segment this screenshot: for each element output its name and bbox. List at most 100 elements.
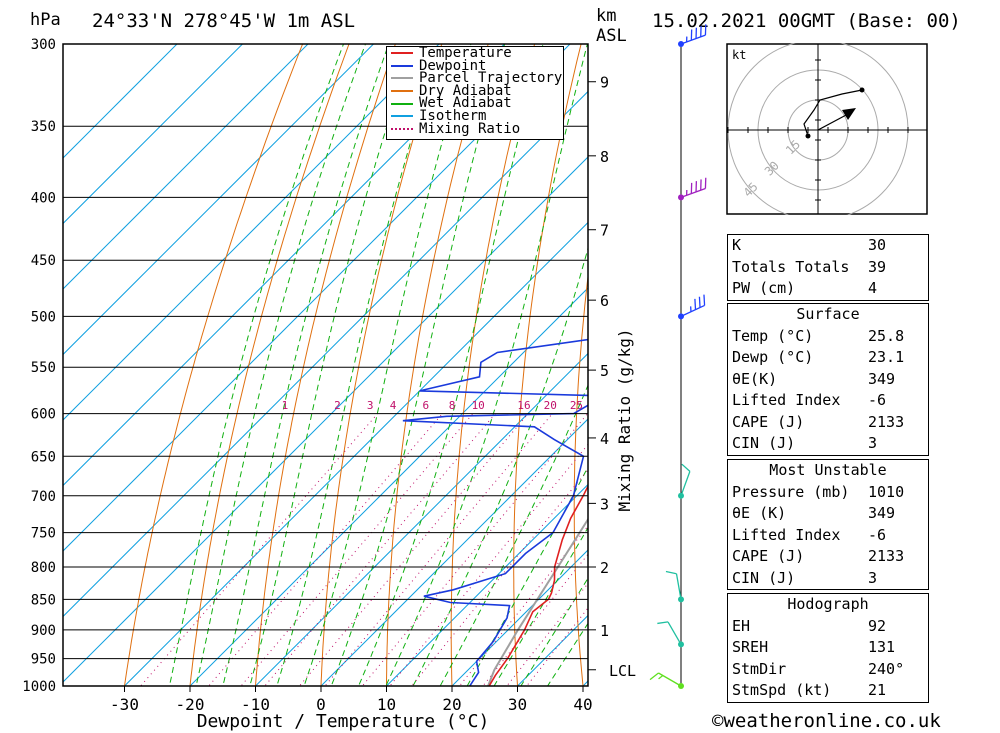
index-row: Temp (°C) 25.8 — [728, 326, 928, 348]
index-row: Pressure (mb) 1010 — [728, 482, 928, 504]
km-tick-label: 4 — [600, 430, 609, 448]
index-value: 131 — [868, 638, 896, 656]
legend-entry: Dewpoint — [387, 59, 563, 72]
pressure-tick-label: 950 — [31, 652, 56, 668]
km-tick-label: 3 — [600, 495, 609, 513]
mixing-ratio-line — [411, 469, 588, 686]
pressure-tick-label: 800 — [31, 560, 56, 576]
wind-barb-flag — [695, 181, 698, 192]
index-row: Dewp (°C) 23.1 — [728, 347, 928, 369]
index-label: Pressure (mb) — [732, 482, 850, 501]
x-tick-label: -20 — [176, 695, 205, 714]
lcl-label: LCL — [609, 662, 636, 680]
index-value: 1010 — [868, 482, 905, 501]
km-tick-label: 6 — [600, 292, 609, 310]
wind-barb-half-flag — [690, 306, 692, 312]
mixing-ratio-label: 6 — [422, 399, 429, 412]
wet-adiabat-line — [249, 44, 415, 686]
index-row: StmDir 240° — [728, 659, 928, 681]
wet-adiabat-line — [547, 622, 588, 686]
copyright-footer: ©weatheronline.co.uk — [712, 710, 941, 732]
mixing-ratio-line — [208, 413, 443, 686]
mixing-ratio-line — [264, 413, 496, 686]
km-tick-label: 1 — [600, 622, 609, 640]
wind-barb-staff — [680, 187, 706, 199]
legend-entry: Mixing Ratio — [387, 122, 563, 135]
pressure-tick-label: 850 — [31, 592, 56, 608]
index-label: CAPE (J) — [732, 547, 805, 565]
index-row: CIN (J) 3 — [728, 568, 928, 590]
wind-barb — [680, 463, 691, 497]
wind-barb-flag — [695, 27, 698, 39]
index-row: K 30 — [728, 235, 928, 257]
pressure-tick-label: 600 — [31, 407, 56, 423]
wind-barb — [680, 177, 707, 199]
isotherm-line — [320, 418, 588, 686]
parcel-trajectory-line — [486, 517, 588, 686]
x-tick-label: 30 — [508, 695, 527, 714]
wet-adiabat-line — [222, 44, 390, 686]
wind-barb-flag — [657, 621, 669, 625]
mixing-ratio-line — [324, 413, 553, 686]
index-value: -6 — [868, 391, 887, 409]
index-value: 92 — [868, 616, 887, 635]
isotherm-line — [385, 483, 588, 686]
asl-unit-label: ASL — [596, 26, 627, 46]
x-tick-label: -30 — [110, 695, 139, 714]
wind-barb-staff — [658, 672, 682, 687]
wind-barb — [665, 570, 682, 600]
indices-section: K 30 Totals Totals 39 PW (cm) 4 — [727, 234, 929, 301]
dry-adiabat-line — [189, 44, 350, 686]
wind-barb — [649, 672, 682, 687]
wet-adiabat-line — [520, 577, 588, 686]
index-value: 21 — [868, 681, 887, 699]
index-value: 4 — [868, 279, 878, 297]
mixing-ratio-line — [526, 607, 588, 686]
mixing-ratio-label: 8 — [449, 399, 456, 412]
index-label: Temp (°C) — [732, 326, 814, 345]
wet-adiabat-line — [493, 526, 588, 686]
temperature-line — [488, 484, 588, 686]
dry-adiabat-line — [254, 44, 396, 686]
mixing-ratio-line — [389, 443, 588, 686]
index-row: θE (K) 349 — [728, 503, 928, 525]
wet-adiabat-line — [358, 44, 544, 686]
wet-adiabat-line — [195, 44, 367, 686]
wind-barb-staff — [667, 621, 682, 645]
pressure-tick-label: 300 — [31, 37, 56, 53]
isotherm-line — [63, 44, 375, 356]
wind-barb-flag — [690, 29, 693, 41]
legend-label: Temperature — [419, 45, 512, 61]
legend-entry: Isotherm — [387, 109, 563, 123]
wet-adiabat-line — [276, 44, 442, 686]
chart-legend: Temperature Dewpoint Parcel Trajectory Dry … — [386, 46, 564, 140]
storm-motion-arrowhead — [842, 108, 856, 120]
index-label: Totals Totals — [732, 257, 850, 276]
wind-barb-flag — [665, 570, 677, 575]
indices-section: Hodograph EH 92 SREH 131 StmDir 240° StmSpd (kt… — [727, 593, 929, 703]
index-row: StmSpd (kt) 21 — [728, 680, 928, 702]
legend-swatch — [391, 127, 413, 130]
section-title: Surface — [796, 305, 860, 323]
mixing-ratio-label: 1 — [282, 399, 289, 412]
index-label: Lifted Index — [732, 391, 841, 409]
legend-entry: Dry Adiabat — [387, 84, 563, 98]
x-tick-label: 40 — [573, 695, 592, 714]
legend-swatch — [391, 52, 413, 55]
index-label: K — [732, 236, 742, 254]
mixing-ratio-label: 20 — [544, 399, 557, 412]
index-label: CIN (J) — [732, 434, 796, 452]
hodograph-start-point — [805, 133, 811, 139]
pressure-tick-label: 750 — [31, 526, 56, 542]
km-unit-label: km — [596, 6, 617, 26]
hodograph-unit-label: kt — [732, 48, 746, 62]
wind-barb-staff — [680, 304, 705, 317]
dry-adiabat-line — [633, 7, 682, 712]
wind-barb-flag — [704, 177, 707, 189]
mixing-ratio-line — [361, 413, 588, 686]
legend-entry: Wet Adiabat — [387, 97, 563, 110]
index-value: 349 — [868, 369, 896, 388]
km-tick-label: 9 — [600, 74, 609, 92]
